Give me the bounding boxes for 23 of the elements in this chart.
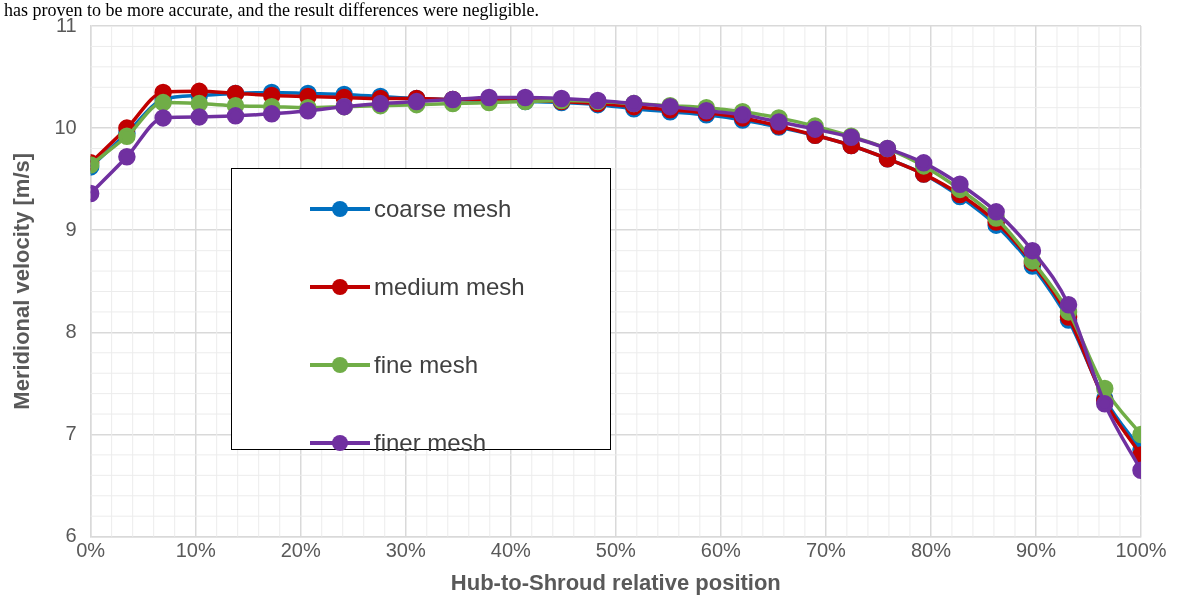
y-axis-title: Meridional velocity [m/s]: [9, 152, 35, 410]
x-tick-label: 20%: [280, 539, 321, 562]
x-tick-label: 0%: [76, 539, 106, 562]
y-tick-label: 7: [65, 422, 77, 444]
legend-label: finer mesh: [374, 429, 487, 457]
x-tick-label: 90%: [1015, 539, 1057, 562]
y-tick-label: 9: [65, 217, 77, 240]
x-tick-label: 10%: [175, 539, 216, 562]
legend-label: fine mesh: [374, 351, 479, 379]
x-tick-label: 70%: [805, 539, 847, 562]
y-tick-label: 6: [65, 524, 77, 547]
x-tick-label: 30%: [385, 539, 426, 562]
x-tick-label: 50%: [595, 539, 637, 562]
x-tick-label: 100%: [1115, 539, 1167, 562]
y-tick-label: 8: [65, 319, 77, 342]
x-tick-label: 80%: [910, 539, 952, 562]
x-axis-title: Hub-to-Shroud relative position: [450, 569, 781, 595]
legend-label: coarse mesh: [374, 195, 512, 223]
y-tick-label: 10: [54, 115, 77, 138]
text: has proven to be more accurate, and the result differences were negligible.: [4, 0, 539, 20]
x-tick-label: 60%: [700, 539, 742, 562]
x-tick-label: 40%: [490, 539, 532, 562]
legend-label: medium mesh: [374, 273, 525, 301]
